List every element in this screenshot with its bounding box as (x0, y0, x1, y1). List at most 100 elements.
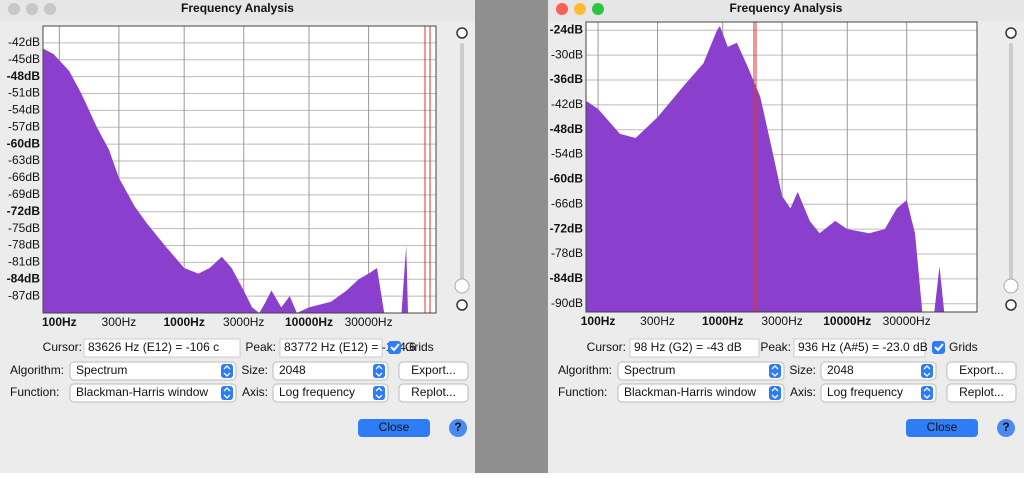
window-button[interactable] (592, 3, 604, 15)
button[interactable] (398, 361, 469, 381)
y-tick-label: -36dB (550, 72, 584, 86)
popup-arrow-icon (223, 387, 231, 399)
peak-label: Peak: (245, 340, 276, 354)
popup-arrows (769, 364, 781, 378)
size: 2048 (279, 363, 306, 377)
popup-button[interactable] (272, 383, 389, 403)
button[interactable] (398, 383, 469, 403)
export-button: Export... (411, 363, 456, 377)
replot-button: Replot... (959, 385, 1004, 399)
check-mark (934, 343, 944, 352)
grids-checkbox[interactable] (932, 341, 945, 354)
help-button[interactable] (449, 419, 467, 437)
cursor-value: 98 Hz (G2) = -43 dB (634, 340, 742, 354)
window-button[interactable] (8, 3, 20, 15)
zoom-out[interactable] (1005, 299, 1017, 311)
export-button: Export... (959, 363, 1004, 377)
y-tick-label: -66dB (8, 170, 40, 184)
help-button: ? (1002, 420, 1009, 434)
algorithm-label: Algorithm: (10, 363, 64, 377)
x-tick-label: 100Hz (581, 314, 616, 328)
x-tick-label: 30000Hz (345, 315, 393, 329)
x-tick-label: 10000Hz (823, 314, 871, 328)
zoom-out[interactable] (456, 299, 468, 311)
size: 2048 (827, 363, 854, 377)
text-field[interactable] (793, 338, 926, 358)
zoom-in[interactable] (1005, 27, 1017, 39)
function-label: Function: (10, 385, 59, 399)
popup-button[interactable] (820, 361, 937, 381)
popup-button[interactable] (69, 383, 237, 403)
cursor-value: 83626 Hz (E12) = -106 c (88, 340, 219, 354)
popup-button[interactable] (69, 361, 237, 381)
close-button[interactable] (906, 419, 978, 437)
y-tick-label: -57dB (8, 119, 40, 133)
grids-label: Grids (949, 340, 978, 354)
x-tick-label: 300Hz (640, 314, 675, 328)
axis: Log frequency (827, 385, 903, 399)
grids-checkbox[interactable] (388, 341, 401, 354)
window-button[interactable] (556, 3, 568, 15)
title-bar (548, 0, 1024, 21)
help-button: ? (454, 420, 461, 434)
popup-arrows (373, 386, 385, 400)
window-title: Frequency Analysis (181, 1, 294, 15)
x-tick-label: 10000Hz (285, 315, 333, 329)
y-tick-label: -72dB (7, 204, 41, 218)
algorithm-label: Algorithm: (558, 363, 612, 377)
y-tick-label: -30dB (551, 47, 583, 61)
y-tick-label: -84dB (7, 271, 41, 285)
window-title: Frequency Analysis (730, 1, 843, 15)
y-tick-label: -78dB (551, 246, 583, 260)
popup-button[interactable] (272, 361, 389, 381)
peak-label: Peak: (760, 340, 791, 354)
zoom-in[interactable] (456, 27, 468, 39)
close-button: Close (379, 420, 410, 434)
slider-knob[interactable] (454, 278, 470, 294)
spectrum (43, 48, 436, 313)
y-tick-label: -42dB (551, 97, 583, 111)
popup-button[interactable] (617, 383, 785, 403)
y-tick-label: -42dB (8, 35, 40, 49)
replot-button: Replot... (411, 385, 456, 399)
button[interactable] (946, 361, 1017, 381)
function: Blackman-Harris window (624, 385, 756, 399)
popup-arrows (221, 364, 233, 378)
window-button[interactable] (26, 3, 38, 15)
axis-label: Axis: (790, 385, 816, 399)
button[interactable] (946, 383, 1017, 403)
axis-label: Axis: (242, 385, 268, 399)
y-tick-label: -69dB (8, 187, 40, 201)
y-tick-label: -63dB (8, 153, 40, 167)
y-tick-label: -78dB (8, 238, 40, 252)
algorithm: Spectrum (76, 363, 127, 377)
size-label: Size: (789, 363, 816, 377)
popup-button[interactable] (820, 383, 937, 403)
y-tick-label: -81dB (8, 255, 40, 269)
popup-arrow-icon (771, 387, 779, 399)
y-tick-label: -51dB (8, 86, 40, 100)
popup-arrows (769, 386, 781, 400)
slider-knob[interactable] (1003, 278, 1019, 294)
x-tick-label: 30000Hz (883, 314, 931, 328)
text-field[interactable] (279, 338, 383, 358)
x-tick-label: 300Hz (102, 315, 137, 329)
spectrum (586, 26, 977, 312)
y-tick-label: -60dB (550, 172, 584, 186)
algorithm: Spectrum (624, 363, 675, 377)
grids-label: Grids (405, 340, 434, 354)
popup-button[interactable] (617, 361, 785, 381)
text-field[interactable] (83, 338, 241, 358)
window-button[interactable] (44, 3, 56, 15)
popup-arrow-icon (375, 387, 383, 399)
text-field[interactable] (629, 338, 760, 358)
help-button[interactable] (997, 419, 1015, 437)
close-button[interactable] (358, 419, 430, 437)
y-tick-label: -48dB (7, 69, 41, 83)
function-label: Function: (558, 385, 607, 399)
popup-arrows (921, 364, 933, 378)
window-button[interactable] (574, 3, 586, 15)
y-tick-label: -48dB (550, 122, 584, 136)
popup-arrow-icon (923, 387, 931, 399)
